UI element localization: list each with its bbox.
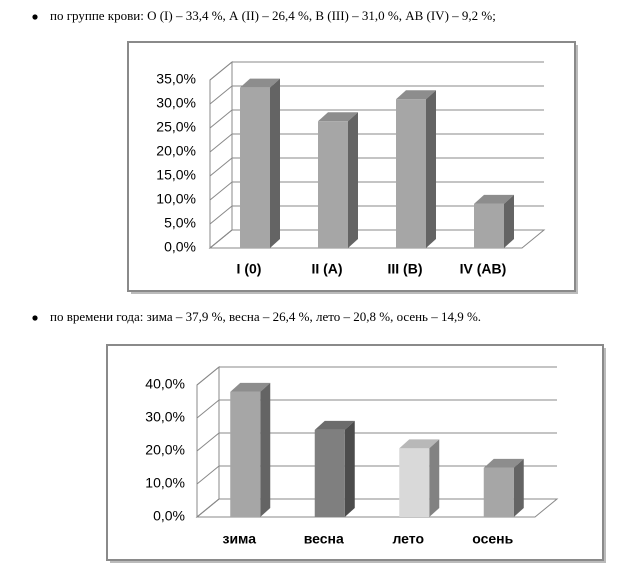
grid-line bbox=[209, 229, 233, 249]
y-tick-label: 30,0% bbox=[156, 95, 196, 111]
grid-line bbox=[196, 498, 220, 518]
bar-top bbox=[483, 458, 524, 468]
bar bbox=[230, 391, 261, 517]
bar bbox=[474, 203, 504, 248]
bar-side bbox=[260, 382, 271, 517]
bar bbox=[240, 87, 270, 249]
bar-side bbox=[504, 194, 514, 248]
y-tick-label: 30,0% bbox=[145, 409, 185, 425]
grid-line bbox=[209, 109, 233, 129]
grid-line bbox=[196, 465, 220, 485]
bar-side bbox=[344, 420, 355, 517]
grid-line bbox=[209, 85, 233, 105]
x-tick-label: III (B) bbox=[388, 261, 423, 277]
bullet bbox=[32, 315, 38, 321]
grid-line bbox=[209, 157, 233, 177]
y-tick-label: 25,0% bbox=[156, 119, 196, 135]
x-tick-label: II (A) bbox=[311, 261, 342, 277]
bar-top bbox=[399, 439, 440, 449]
bar-side bbox=[513, 458, 524, 517]
bar-top bbox=[474, 194, 514, 204]
grid-line bbox=[196, 399, 220, 419]
x-tick-label: лето bbox=[392, 531, 424, 547]
x-tick-label: зима bbox=[222, 531, 256, 547]
x-tick-label: весна bbox=[304, 531, 344, 547]
y-tick-label: 20,0% bbox=[156, 143, 196, 159]
bar bbox=[399, 448, 430, 517]
y-tick-label: 5,0% bbox=[164, 215, 196, 231]
bar bbox=[314, 429, 345, 517]
bar-side bbox=[270, 78, 280, 249]
bar-top bbox=[240, 78, 280, 88]
bar bbox=[396, 99, 426, 248]
bar bbox=[318, 121, 348, 248]
bar-top bbox=[396, 90, 436, 100]
bar-top bbox=[314, 420, 355, 430]
x-tick-label: IV (AB) bbox=[460, 261, 507, 277]
grid-line bbox=[196, 366, 220, 386]
y-tick-label: 0,0% bbox=[153, 508, 185, 524]
y-tick-label: 40,0% bbox=[145, 376, 185, 392]
y-tick-label: 35,0% bbox=[156, 71, 196, 87]
y-tick-label: 20,0% bbox=[145, 442, 185, 458]
bar-side bbox=[348, 112, 358, 248]
x-tick-label: осень bbox=[472, 531, 513, 547]
bullet-text: по времени года: зима – 37,9 %, весна – … bbox=[50, 309, 481, 324]
y-tick-label: 0,0% bbox=[164, 239, 196, 255]
bar-top bbox=[318, 112, 358, 122]
grid-line bbox=[209, 133, 233, 153]
chart-frame bbox=[106, 344, 604, 561]
y-tick-label: 10,0% bbox=[156, 191, 196, 207]
bullet bbox=[32, 14, 38, 20]
bar-side bbox=[426, 90, 436, 248]
y-tick-label: 15,0% bbox=[156, 167, 196, 183]
bullet-text: по группе крови: О (I) – 33,4 %, А (II) … bbox=[50, 8, 496, 23]
bar bbox=[483, 467, 514, 517]
bar-top bbox=[230, 382, 271, 392]
grid-line bbox=[196, 432, 220, 452]
grid-line bbox=[209, 181, 233, 201]
x-tick-label: I (0) bbox=[237, 261, 262, 277]
grid-line bbox=[209, 61, 233, 81]
grid-line bbox=[209, 205, 233, 225]
y-tick-label: 10,0% bbox=[145, 475, 185, 491]
bar-side bbox=[429, 439, 440, 517]
